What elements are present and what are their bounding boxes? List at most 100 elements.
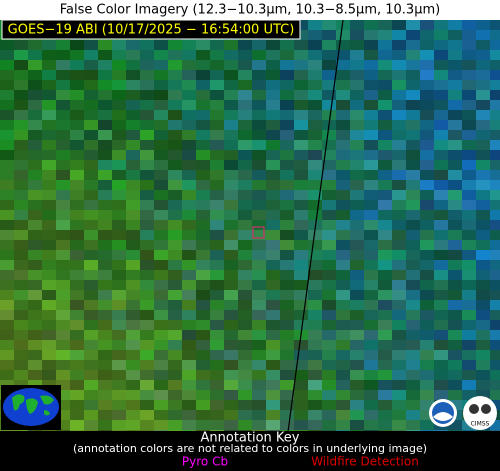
pixel: [14, 350, 28, 360]
pixel: [28, 270, 42, 280]
pixel: [0, 330, 14, 340]
pixel: [112, 100, 126, 110]
pixel: [476, 150, 490, 160]
pixel: [224, 380, 238, 390]
pixel: [364, 430, 378, 431]
pixel: [168, 140, 182, 150]
pixel: [336, 50, 350, 60]
pixel: [224, 230, 238, 240]
pixel: [14, 270, 28, 280]
pixel: [280, 420, 294, 430]
pixel: [84, 360, 98, 370]
pixel: [210, 40, 224, 50]
pixel: [420, 270, 434, 280]
pixel: [168, 300, 182, 310]
pixel: [280, 240, 294, 250]
pixel: [462, 270, 476, 280]
pixel: [294, 60, 308, 70]
pixel: [84, 160, 98, 170]
pixel: [42, 110, 56, 120]
pixel: [98, 230, 112, 240]
pixel: [224, 280, 238, 290]
pixel: [476, 350, 490, 360]
pixel: [126, 180, 140, 190]
pixel: [420, 360, 434, 370]
pixel: [84, 120, 98, 130]
pixel: [420, 120, 434, 130]
pixel: [84, 420, 98, 430]
pixel: [14, 70, 28, 80]
pixel: [112, 170, 126, 180]
pixel: [294, 200, 308, 210]
pixel: [378, 180, 392, 190]
pixel: [448, 180, 462, 190]
pixel: [322, 170, 336, 180]
pixel: [224, 430, 238, 431]
pixel: [70, 100, 84, 110]
pixel: [350, 20, 364, 30]
pixel: [84, 140, 98, 150]
pixel: [350, 140, 364, 150]
pixel: [294, 80, 308, 90]
pixel: [266, 350, 280, 360]
pixel: [434, 430, 448, 431]
pixel: [140, 60, 154, 70]
pixel: [196, 110, 210, 120]
pixel: [182, 110, 196, 120]
pixel: [224, 370, 238, 380]
pixel: [294, 420, 308, 430]
pixel: [56, 380, 70, 390]
pixel: [168, 290, 182, 300]
pixel: [448, 280, 462, 290]
pixel: [378, 190, 392, 200]
pixel: [14, 100, 28, 110]
pixel: [448, 150, 462, 160]
pixel: [196, 150, 210, 160]
pixel: [434, 370, 448, 380]
pixel: [406, 200, 420, 210]
pixel: [126, 240, 140, 250]
pixel: [154, 140, 168, 150]
pixel: [476, 40, 490, 50]
pixel: [154, 410, 168, 420]
pixel: [196, 280, 210, 290]
pixel: [154, 350, 168, 360]
pixel: [70, 430, 84, 431]
pixel: [56, 290, 70, 300]
pixel: [462, 200, 476, 210]
pixel: [56, 220, 70, 230]
pixel: [322, 370, 336, 380]
pixel: [280, 290, 294, 300]
pixel: [462, 250, 476, 260]
pixel: [406, 190, 420, 200]
pixel: [168, 260, 182, 270]
pixel: [308, 20, 322, 30]
pixel: [98, 200, 112, 210]
pixel: [280, 210, 294, 220]
pixel: [392, 400, 406, 410]
pixel: [70, 180, 84, 190]
pixel: [378, 360, 392, 370]
pixel: [28, 140, 42, 150]
pixel: [0, 70, 14, 80]
pixel: [98, 100, 112, 110]
pixel: [154, 100, 168, 110]
pixel: [462, 190, 476, 200]
pixel: [210, 180, 224, 190]
pixel: [70, 90, 84, 100]
pixel: [196, 410, 210, 420]
pixel: [406, 110, 420, 120]
pixel: [84, 430, 98, 431]
pixel: [56, 400, 70, 410]
pixel: [378, 240, 392, 250]
pixel: [168, 370, 182, 380]
pixel: [84, 230, 98, 240]
pixel: [196, 180, 210, 190]
pixel: [434, 80, 448, 90]
pixel: [378, 60, 392, 70]
pixel: [154, 130, 168, 140]
pixel: [168, 90, 182, 100]
pixel: [84, 350, 98, 360]
pixel: [168, 400, 182, 410]
pixel: [294, 70, 308, 80]
